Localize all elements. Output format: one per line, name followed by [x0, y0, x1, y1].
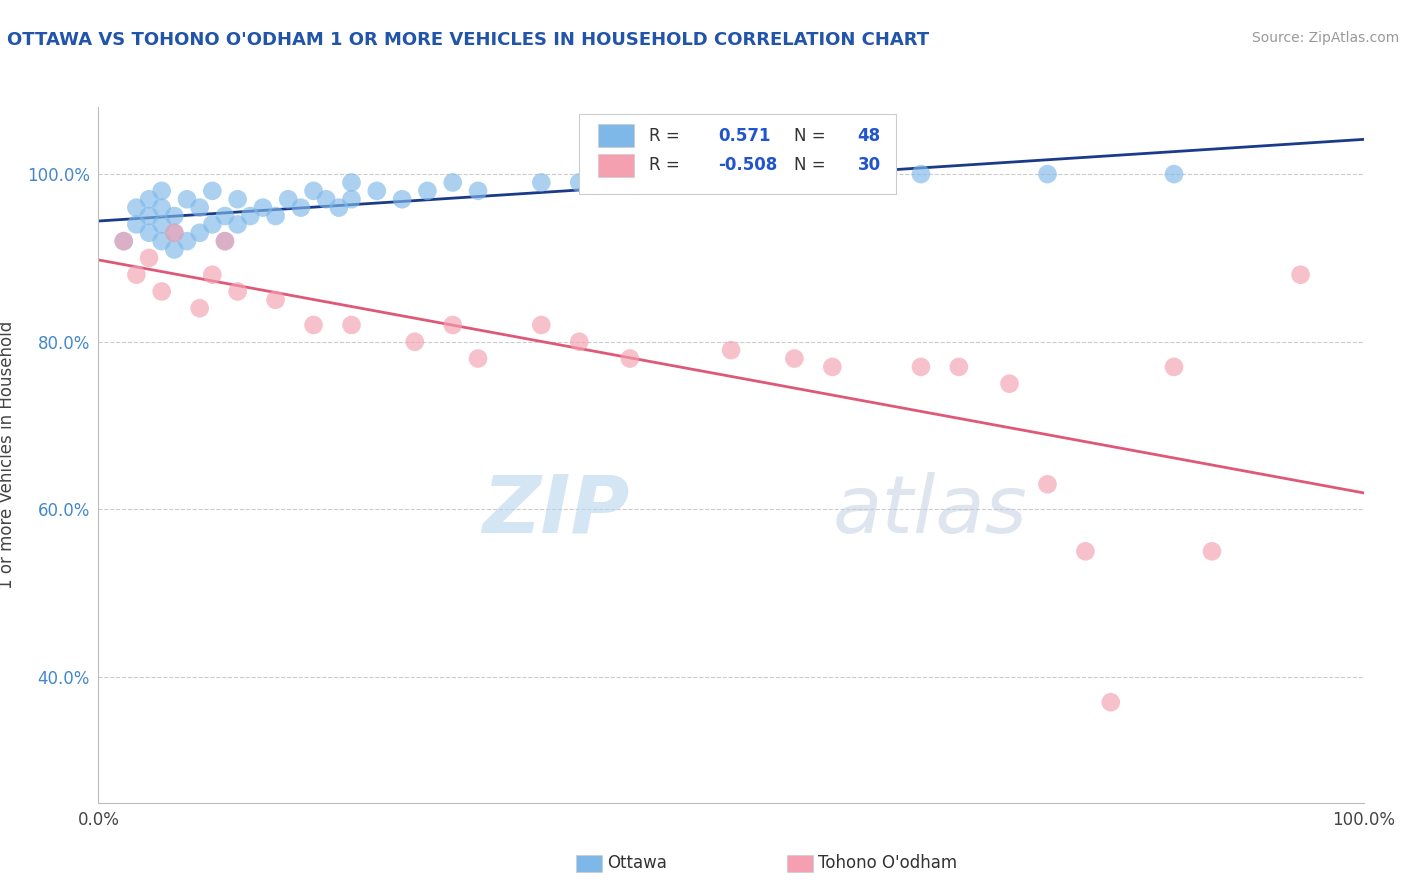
- Point: [593, 176, 616, 190]
- Point: [783, 167, 806, 181]
- Point: [821, 359, 844, 374]
- Text: Source: ZipAtlas.com: Source: ZipAtlas.com: [1251, 31, 1399, 45]
- Point: [1289, 268, 1312, 282]
- Point: [226, 192, 249, 206]
- Point: [188, 201, 211, 215]
- Bar: [599, 124, 634, 146]
- Text: atlas: atlas: [832, 472, 1028, 549]
- Point: [277, 192, 299, 206]
- Point: [125, 201, 148, 215]
- Point: [1074, 544, 1097, 558]
- Point: [467, 184, 489, 198]
- Text: 0.571: 0.571: [718, 127, 770, 145]
- Point: [1163, 359, 1185, 374]
- Point: [1099, 695, 1122, 709]
- Point: [138, 192, 160, 206]
- Point: [290, 201, 312, 215]
- Point: [150, 234, 173, 248]
- Point: [239, 209, 262, 223]
- Point: [568, 334, 591, 349]
- Text: N =: N =: [794, 127, 825, 145]
- Point: [441, 176, 464, 190]
- Point: [264, 209, 287, 223]
- Point: [619, 176, 641, 190]
- Point: [252, 201, 274, 215]
- Text: Ottawa: Ottawa: [607, 855, 668, 872]
- Point: [391, 192, 413, 206]
- Point: [720, 343, 742, 358]
- Text: R =: R =: [648, 127, 679, 145]
- Point: [176, 192, 198, 206]
- Point: [201, 268, 224, 282]
- Text: R =: R =: [648, 156, 679, 175]
- Point: [214, 209, 236, 223]
- Point: [657, 167, 679, 181]
- Point: [416, 184, 439, 198]
- Point: [619, 351, 641, 366]
- Y-axis label: 1 or more Vehicles in Household: 1 or more Vehicles in Household: [0, 321, 15, 589]
- Point: [910, 359, 932, 374]
- Text: ZIP: ZIP: [482, 472, 630, 549]
- Point: [404, 334, 426, 349]
- Point: [188, 301, 211, 316]
- Point: [150, 184, 173, 198]
- FancyBboxPatch shape: [579, 114, 896, 194]
- Point: [530, 318, 553, 332]
- Point: [1163, 167, 1185, 181]
- Point: [568, 176, 591, 190]
- Point: [530, 176, 553, 190]
- Point: [441, 318, 464, 332]
- Point: [1036, 477, 1059, 491]
- Text: N =: N =: [794, 156, 825, 175]
- Bar: [599, 154, 634, 177]
- Point: [340, 192, 363, 206]
- Point: [163, 209, 186, 223]
- Point: [125, 268, 148, 282]
- Point: [112, 234, 135, 248]
- Point: [910, 167, 932, 181]
- Point: [163, 226, 186, 240]
- Point: [214, 234, 236, 248]
- Point: [138, 226, 160, 240]
- Point: [226, 218, 249, 232]
- Point: [163, 226, 186, 240]
- Point: [150, 285, 173, 299]
- Point: [188, 226, 211, 240]
- Point: [720, 167, 742, 181]
- Text: OTTAWA VS TOHONO O'ODHAM 1 OR MORE VEHICLES IN HOUSEHOLD CORRELATION CHART: OTTAWA VS TOHONO O'ODHAM 1 OR MORE VEHIC…: [7, 31, 929, 49]
- Point: [138, 209, 160, 223]
- Point: [214, 234, 236, 248]
- Point: [302, 318, 325, 332]
- Point: [783, 351, 806, 366]
- Point: [201, 184, 224, 198]
- Point: [150, 201, 173, 215]
- Point: [366, 184, 388, 198]
- Point: [315, 192, 337, 206]
- Point: [1036, 167, 1059, 181]
- Point: [150, 218, 173, 232]
- Point: [125, 218, 148, 232]
- Point: [948, 359, 970, 374]
- Point: [163, 243, 186, 257]
- Text: Tohono O'odham: Tohono O'odham: [818, 855, 957, 872]
- Point: [138, 251, 160, 265]
- Point: [340, 318, 363, 332]
- Point: [201, 218, 224, 232]
- Point: [226, 285, 249, 299]
- Point: [998, 376, 1021, 391]
- Text: 30: 30: [858, 156, 880, 175]
- Text: 48: 48: [858, 127, 880, 145]
- Point: [1201, 544, 1223, 558]
- Point: [112, 234, 135, 248]
- Point: [328, 201, 350, 215]
- Point: [176, 234, 198, 248]
- Point: [302, 184, 325, 198]
- Point: [264, 293, 287, 307]
- Point: [467, 351, 489, 366]
- Point: [340, 176, 363, 190]
- Text: -0.508: -0.508: [718, 156, 778, 175]
